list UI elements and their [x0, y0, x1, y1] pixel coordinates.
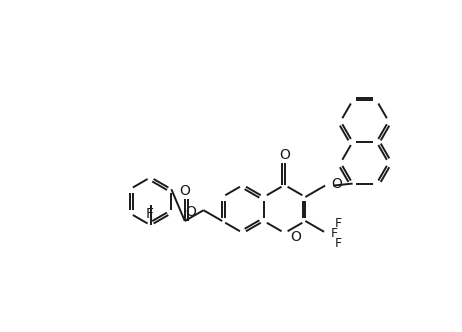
Text: F: F: [330, 227, 338, 240]
Text: O: O: [331, 177, 342, 191]
Text: F: F: [334, 237, 341, 250]
Text: O: O: [179, 184, 190, 199]
Text: O: O: [186, 205, 196, 219]
Text: O: O: [291, 230, 301, 244]
Text: F: F: [146, 207, 153, 221]
Text: F: F: [334, 217, 341, 230]
Text: O: O: [279, 148, 290, 162]
